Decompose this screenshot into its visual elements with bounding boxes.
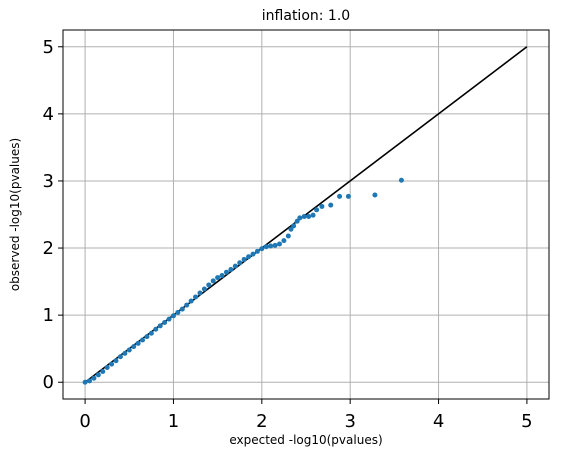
x-tick-label: 0 [79, 411, 90, 432]
scatter-point [201, 286, 207, 292]
scatter-point [337, 193, 343, 199]
grid-layer [63, 30, 549, 399]
scatter-point [162, 320, 168, 326]
scatter-point [306, 214, 312, 220]
scatter-point [193, 294, 199, 300]
x-tick-label: 3 [344, 411, 355, 432]
scatter-point [157, 323, 163, 329]
scatter-point [301, 214, 307, 220]
points-layer [82, 177, 404, 385]
scatter-point [232, 263, 238, 269]
scatter-point [294, 218, 300, 224]
scatter-point [100, 368, 106, 374]
scatter-point [276, 241, 282, 247]
y-tick-label: 4 [43, 104, 54, 125]
scatter-point [288, 226, 294, 232]
scatter-point [188, 298, 194, 304]
y-tick-label: 3 [43, 171, 54, 192]
scatter-point [228, 267, 234, 273]
scatter-point [144, 334, 150, 340]
scatter-point [345, 193, 351, 199]
y-axis-label: observed -log10(pvalues) [8, 138, 22, 291]
chart-title: inflation: 1.0 [262, 8, 350, 24]
scatter-point [95, 372, 101, 378]
scatter-point [117, 354, 123, 360]
scatter-point [148, 330, 154, 336]
scatter-point [263, 244, 269, 250]
scatter-point [237, 260, 243, 266]
scatter-point [291, 223, 297, 229]
scatter-point [131, 344, 137, 350]
scatter-point [372, 192, 378, 198]
y-tick-label: 1 [43, 305, 54, 326]
tick-layer: 0 1 2 3 4 5 0 1 2 3 4 5 [43, 37, 533, 432]
y-tick-label: 5 [43, 37, 54, 58]
plot-frame [62, 29, 550, 400]
y-tick-label: 2 [43, 238, 54, 259]
scatter-point [268, 243, 274, 249]
scatter-point [398, 177, 404, 183]
scatter-point [281, 238, 287, 244]
scatter-point [170, 313, 176, 319]
scatter-point [179, 306, 185, 312]
scatter-point [285, 233, 291, 239]
scatter-point [215, 275, 221, 281]
scatter-point [219, 273, 225, 279]
x-tick-label: 2 [256, 411, 267, 432]
scatter-point [246, 254, 252, 260]
scatter-point [91, 375, 97, 381]
x-tick-label: 1 [168, 411, 179, 432]
scatter-point [104, 364, 110, 370]
x-tick-label: 5 [521, 411, 532, 432]
scatter-point [272, 242, 278, 248]
scatter-point [82, 379, 88, 385]
scatter-point [210, 278, 216, 284]
scatter-point [259, 246, 265, 252]
scatter-point [122, 350, 128, 356]
x-tick-label: 4 [433, 411, 444, 432]
x-axis-label: expected -log10(pvalues) [229, 433, 382, 447]
scatter-point [241, 256, 247, 262]
scatter-point [223, 269, 229, 275]
scatter-point [254, 248, 260, 254]
scatter-point [166, 316, 172, 322]
y-tick-label: 0 [43, 372, 54, 393]
scatter-point [113, 358, 119, 364]
scatter-point [87, 378, 93, 384]
scatter-point [153, 326, 159, 332]
scatter-point [140, 337, 146, 343]
scatter-point [175, 309, 181, 315]
scatter-point [184, 302, 190, 308]
scatter-point [310, 212, 316, 218]
scatter-point [135, 340, 141, 346]
scatter-point [328, 202, 334, 208]
scatter-point [126, 347, 132, 353]
scatter-point [314, 207, 320, 213]
scatter-point [250, 251, 256, 257]
scatter-point [197, 290, 203, 296]
scatter-point [109, 361, 115, 367]
scatter-point [206, 282, 212, 288]
scatter-point [297, 215, 303, 221]
scatter-point [319, 203, 325, 209]
